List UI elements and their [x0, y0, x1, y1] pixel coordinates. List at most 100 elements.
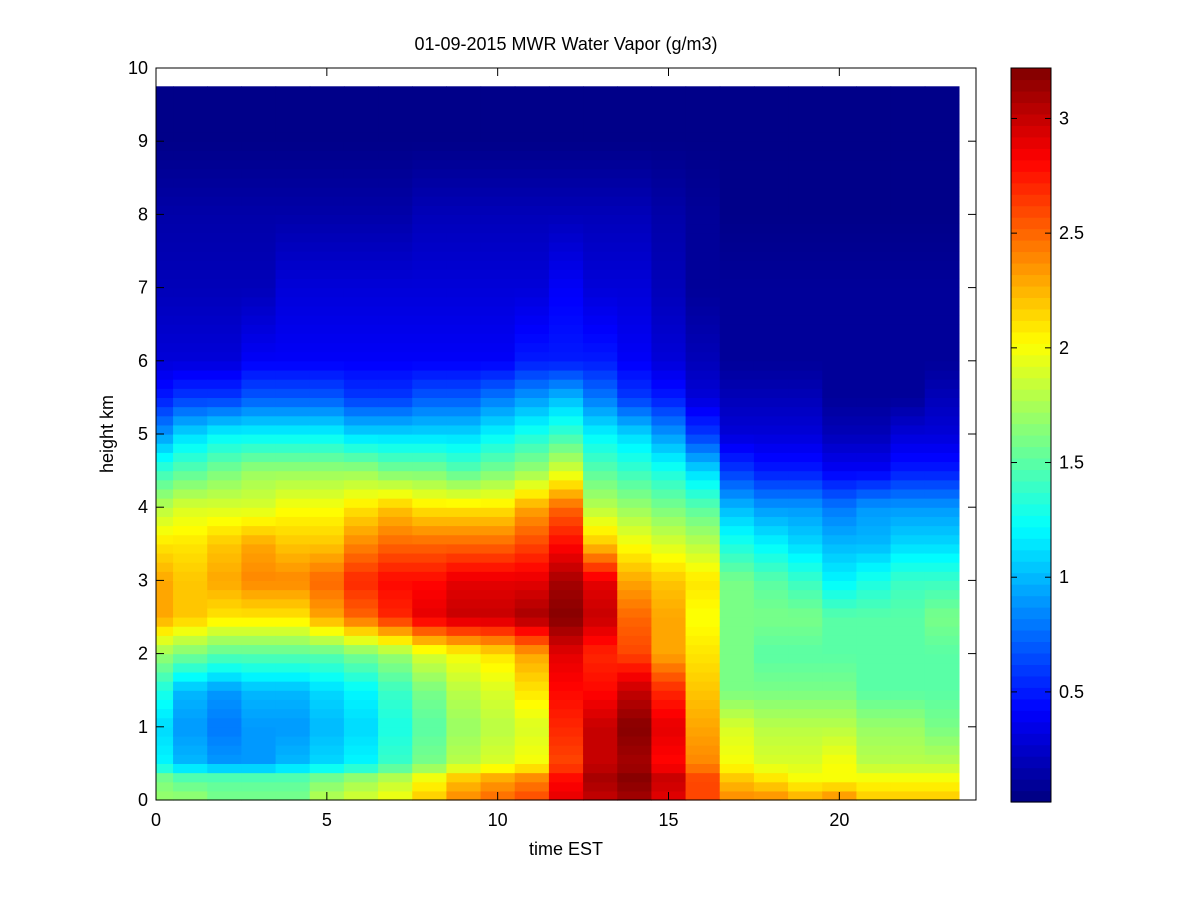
heatmap-cell [275, 424, 311, 435]
heatmap-cell [156, 525, 174, 536]
heatmap-cell [412, 589, 448, 600]
heatmap-cell [890, 168, 926, 179]
heatmap-cell [924, 132, 960, 142]
heatmap-cell [156, 113, 174, 124]
colorbar-segment [1011, 584, 1051, 597]
heatmap-cell [753, 571, 789, 581]
heatmap-cell [343, 95, 379, 106]
heatmap-cell [446, 781, 482, 792]
heatmap-cell [275, 443, 311, 453]
heatmap-cell [309, 269, 345, 280]
y-tick-label: 2 [138, 644, 148, 664]
heatmap-cell [548, 589, 584, 600]
heatmap-cell [241, 516, 277, 527]
heatmap-cell [651, 617, 687, 627]
heatmap-cell [583, 543, 618, 554]
heatmap-cell [378, 552, 413, 563]
heatmap-cell [207, 562, 243, 572]
heatmap-cell [548, 690, 584, 700]
heatmap-cell [275, 681, 311, 691]
heatmap-cell [480, 388, 516, 398]
colorbar-segment [1011, 607, 1051, 620]
heatmap-cell [651, 717, 687, 728]
heatmap-cell [241, 360, 277, 371]
heatmap-cell [822, 690, 858, 700]
heatmap-cell [719, 626, 755, 636]
heatmap-cell [856, 104, 892, 115]
heatmap-cell [924, 333, 960, 344]
heatmap-cell [480, 241, 516, 252]
heatmap-cell [788, 369, 823, 380]
heatmap-cell [412, 388, 448, 398]
heatmap-cell [412, 315, 448, 325]
heatmap-cell [788, 580, 823, 591]
heatmap-cell [685, 470, 721, 481]
heatmap-cell [822, 598, 858, 609]
heatmap-cell [378, 287, 413, 298]
heatmap-cell [173, 315, 208, 325]
heatmap-cell [651, 260, 687, 270]
heatmap-cell [685, 626, 721, 636]
heatmap-cell [753, 196, 789, 206]
heatmap-cell [173, 552, 208, 563]
heatmap-cell [924, 241, 960, 252]
heatmap-cell [548, 699, 584, 710]
heatmap-cell [446, 607, 482, 618]
heatmap-cell [309, 681, 345, 691]
heatmap-cell [617, 186, 653, 197]
heatmap-cell [480, 607, 516, 618]
heatmap-cell [651, 406, 687, 417]
heatmap-cell [480, 415, 516, 426]
heatmap-cell [412, 132, 448, 142]
heatmap-cell [446, 534, 482, 545]
heatmap-cell [583, 562, 618, 572]
heatmap-cell [173, 525, 208, 536]
heatmap-cell [617, 168, 653, 179]
heatmap-cell [822, 315, 858, 325]
heatmap-cell [514, 726, 550, 737]
heatmap-cell [890, 443, 926, 453]
heatmap-cell [156, 607, 174, 618]
heatmap-cell [890, 671, 926, 682]
heatmap-cell [309, 186, 345, 197]
heatmap-cell [343, 635, 379, 646]
heatmap-cell [890, 571, 926, 581]
heatmap-cell [651, 690, 687, 700]
heatmap-cell [275, 104, 311, 115]
heatmap-cell [583, 287, 618, 298]
heatmap-cell [651, 388, 687, 398]
heatmap-cell [856, 223, 892, 234]
heatmap-cell [924, 150, 960, 161]
heatmap-cell [343, 168, 379, 179]
heatmap-cell [924, 479, 960, 490]
heatmap-cell [651, 745, 687, 755]
heatmap-cell [890, 598, 926, 609]
heatmap-cell [890, 735, 926, 746]
colorbar-segment [1011, 503, 1051, 516]
heatmap-cell [446, 589, 482, 600]
heatmap-cell [343, 406, 379, 417]
heatmap-cell [788, 406, 823, 417]
heatmap-cell [173, 324, 208, 334]
heatmap-cell [343, 507, 379, 517]
heatmap-cell [924, 534, 960, 545]
heatmap-cell [822, 626, 858, 636]
heatmap-cell [446, 498, 482, 508]
heatmap-cell [343, 132, 379, 142]
heatmap-cell [378, 726, 413, 737]
heatmap-cell [856, 461, 892, 472]
colorbar-segment [1011, 113, 1051, 126]
heatmap-cell [685, 690, 721, 700]
heatmap-cell [617, 479, 653, 490]
heatmap-cell [822, 232, 858, 243]
heatmap-cell [343, 772, 379, 783]
heatmap-cell [412, 122, 448, 133]
heatmap-cell [378, 205, 413, 215]
heatmap-cell [617, 397, 653, 408]
heatmap-cell [753, 360, 789, 371]
heatmap-cell [651, 507, 687, 517]
heatmap-cell [241, 690, 277, 700]
heatmap-cell [412, 552, 448, 563]
heatmap-cell [378, 379, 413, 389]
heatmap-cell [480, 562, 516, 572]
